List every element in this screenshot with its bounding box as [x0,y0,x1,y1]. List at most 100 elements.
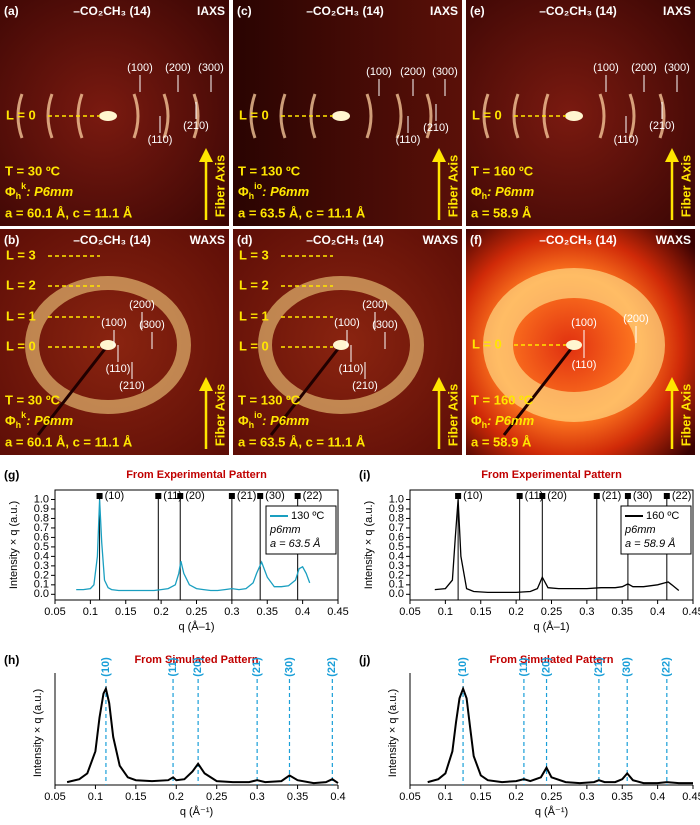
phase-sub: h [16,191,22,201]
x-tick-label: 0.3 [249,791,264,803]
x-tick-label: 0.05 [399,606,420,618]
reflection-marker [96,493,103,499]
x-tick-label: 0.35 [612,606,633,618]
layer-line-label: L = 2 [6,277,36,292]
diffraction-arc [162,93,170,139]
layer-line-label: L = 3 [6,247,36,262]
y-tick-label: 0.0 [389,588,404,600]
y-tick-label: 0.6 [389,531,404,543]
x-tick-label: 0.4 [295,606,310,618]
phase-group: : P6mm [487,184,534,199]
fiber-axis-label: Fiber Axis [678,155,693,217]
x-tick-label: 0.4 [650,791,665,803]
legend-note: p6mm [269,524,301,536]
beam-stop [269,344,343,436]
reflection-label: (22) [303,490,323,502]
x-tick-label: 0.05 [399,791,420,803]
x-tick-label: 0.45 [682,606,700,618]
x-tick-label: 0.25 [541,606,562,618]
fiber-arrow-head [432,377,446,391]
x-tick-label: 0.3 [224,606,239,618]
reflection-label: (11) [518,657,530,676]
fiber-axis-label: Fiber Axis [212,155,227,217]
reflection-label: (100) [571,317,597,329]
mode: WAXS [423,233,458,247]
fiber-axis-label: Fiber Axis [445,384,460,446]
legend-box [620,505,692,555]
reflection-marker [539,493,546,499]
y-tick-label: 0.3 [34,560,49,572]
x-tick-label: 0.1 [438,791,453,803]
reflection-label: (100) [101,317,127,329]
phase-group: : P6mm [26,413,73,428]
x-axis-label: q (Å⁻¹) [180,805,213,818]
x-tick-label: 0.3 [579,791,594,803]
legend-entry: 130 ºC [291,510,324,522]
layer-line-label: L = 0 [239,107,269,122]
fiber-arrow-head [665,377,679,391]
chart-title: From Experimental Pattern [126,469,267,481]
reflection-label: (210) [119,380,145,392]
diffraction-arc [16,93,24,139]
reflection-label: (22) [661,657,673,677]
y-tick-label: 0.4 [34,550,49,562]
x-tick-label: 0.15 [470,791,491,803]
x-tick-label: 0.35 [287,791,308,803]
reflection-marker [593,493,600,499]
reflection-label: (30) [265,490,285,502]
temperature: T = 130 ºC [238,392,301,407]
reflection-marker [516,493,523,499]
y-axis-label: Intensity × q (a.u.) [32,689,44,777]
reflection-label: (110) [614,134,639,146]
y-tick-label: 0.1 [34,579,49,591]
panel-label: (d) [237,233,252,247]
reflection-label: (210) [423,122,449,134]
temperature: T = 160 ºC [471,163,534,178]
panel-label: (e) [470,4,485,18]
phase: Φhk: P6mm [5,410,74,430]
compound: –CO₂CH₃ (14) [539,4,617,18]
amorphous-ring [258,276,424,414]
chart-label: (h) [4,653,19,667]
y-tick-label: 0.3 [389,560,404,572]
diffraction-arc [395,93,403,139]
reflection-label: (100) [593,62,619,74]
x-tick-label: 0.25 [541,791,562,803]
chart-title: From Simulated Pattern [489,654,613,666]
y-tick-label: 0.0 [34,588,49,600]
y-tick-label: 0.4 [389,550,404,562]
reflection-label: (30) [283,657,295,677]
reflection-label: (10) [105,490,125,502]
phase-group: : P6mm [262,184,309,199]
compound: –CO₂CH₃ (14) [306,4,384,18]
reflection-marker [455,493,462,499]
reflection-label: (200) [623,313,649,325]
layer-line-label: L = 2 [239,277,269,292]
chart-label: (g) [4,468,19,482]
layer-line-label: L = 0 [472,107,502,122]
legend-entry: 160 ºC [646,510,679,522]
fiber-axis-label: Fiber Axis [212,384,227,446]
lattice: a = 60.1 Å, c = 11.1 Å [5,434,133,449]
mode: WAXS [656,233,691,247]
legend-box [265,505,337,555]
reflection-label: (300) [198,62,224,74]
reflection-label: (20) [540,657,552,677]
reflection-label: (20) [192,657,204,677]
phase-group: : P6mm [26,184,73,199]
reflection-label: (200) [631,62,657,74]
x-tick-label: 0.2 [508,791,523,803]
compound: –CO₂CH₃ (14) [306,233,384,247]
layer-line-label: L = 3 [239,247,269,262]
reflection-label: (21) [251,657,263,677]
temperature: T = 30 ºC [5,163,61,178]
beam-center [566,340,582,350]
phase-sup: k [21,181,27,191]
reflection-label: (20) [185,490,205,502]
phase-group: : P6mm [487,413,534,428]
y-tick-label: 0.9 [34,503,49,515]
phase-symbol: Φ [5,184,16,199]
x-tick-label: 0.1 [83,606,98,618]
lattice: a = 58.9 Å [471,205,532,220]
data-line [434,499,680,594]
